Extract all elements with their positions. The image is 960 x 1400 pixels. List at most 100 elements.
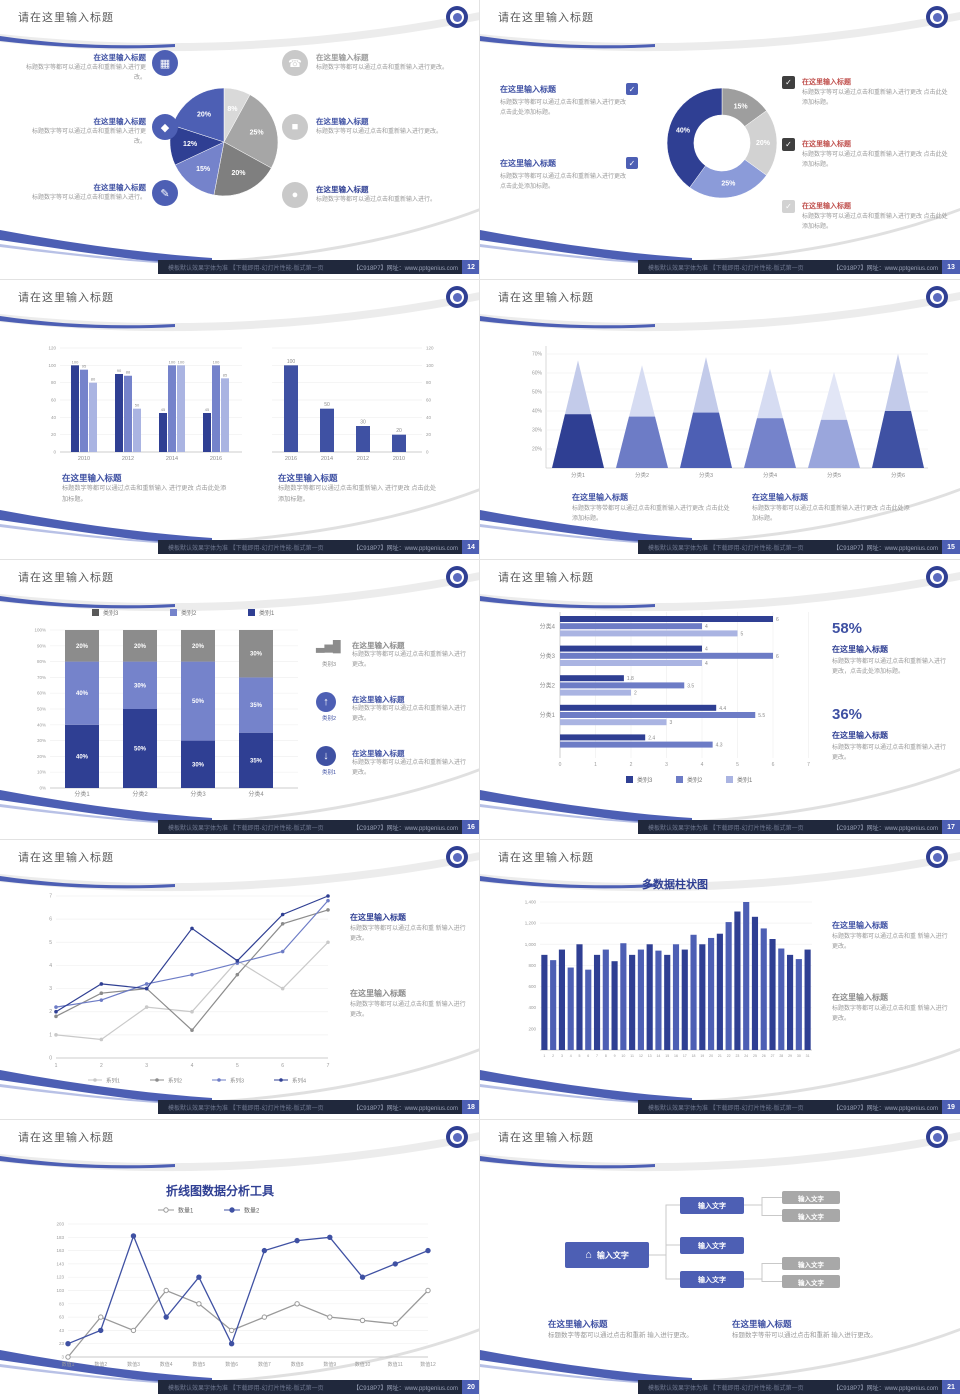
slide-footer: 模板默认效果字体为准 【下载即用-幻灯片性能-版式第一页 【C918P7】网址：w…: [158, 540, 480, 554]
svg-text:15: 15: [665, 1054, 669, 1058]
school-logo-icon: [926, 286, 948, 308]
svg-text:95: 95: [82, 364, 87, 369]
flow-mid-node: 输入文字: [680, 1197, 744, 1214]
svg-text:0: 0: [426, 450, 429, 455]
svg-text:8: 8: [605, 1054, 607, 1058]
page-number: 18: [462, 1100, 480, 1114]
svg-text:10%: 10%: [37, 770, 46, 775]
svg-text:数值6: 数值6: [225, 1361, 238, 1368]
svg-text:80%: 80%: [37, 659, 46, 664]
school-logo-icon: [446, 6, 468, 28]
svg-text:60%: 60%: [532, 371, 543, 377]
school-logo-icon: [926, 566, 948, 588]
svg-text:13: 13: [648, 1054, 652, 1058]
slide-title: 请在这里输入标题: [18, 1132, 114, 1144]
flow-end-node: 输入文字: [782, 1209, 840, 1222]
arrow-down-icon: ↓: [316, 746, 336, 766]
slide-content: 数量1 数量2 3 23 43 63 83 103 123 143 163 183 203 数值1 数值2 数…: [0, 1120, 480, 1400]
slide-content: 15% 20% 25% 40% 在这里输入标题 ✓ 标题数字等都可以通过点击和重新输入进行更…: [480, 0, 960, 280]
bar-chart-icon: ▃▅█: [316, 641, 341, 653]
footer-right-text: 【C918P7】网址：www.pptgenius.com: [352, 1105, 458, 1112]
svg-text:400: 400: [528, 1005, 536, 1010]
footer-right-text: 【C918P7】网址：www.pptgenius.com: [832, 825, 938, 832]
svg-text:40: 40: [51, 415, 57, 420]
slide-thumbnail-14: 请在这里输入标题 模板默认效果字体为准 【下载即用-幻灯片性能-版式第一页 【C91…: [0, 279, 481, 561]
svg-text:100: 100: [72, 359, 79, 364]
school-logo-icon: [446, 846, 468, 868]
slide-footer: 模板默认效果字体为准 【下载即用-幻灯片性能-版式第一页 【C918P7】网址：w…: [158, 260, 480, 274]
slide-thumbnail-13: 请在这里输入标题 模板默认效果字体为准 【下载即用-幻灯片性能-版式第一页 【C91…: [479, 0, 960, 281]
slide-thumbnail-21: 请在这里输入标题 模板默认效果字体为准 【下载即用-幻灯片性能-版式第一页 【C91…: [479, 1119, 960, 1400]
svg-text:45: 45: [205, 407, 210, 412]
svg-text:7: 7: [596, 1054, 598, 1058]
svg-text:16: 16: [674, 1054, 678, 1058]
block-body: 标题数字等都可以通过点击和重新输入 进行更改 点击此处添加标题。: [278, 485, 437, 503]
footer-left-text: 模板默认效果字体为准 【下载即用-幻灯片性能-版式第一页: [168, 265, 324, 272]
block-title: 在这里输入标题: [93, 53, 147, 62]
svg-text:3: 3: [561, 1054, 563, 1058]
block-body: 标题数字等都可以通过点击和重新输入进行更改 点击此处添加标题。: [752, 506, 910, 523]
svg-text:6: 6: [776, 654, 779, 660]
page-number: 21: [942, 1380, 960, 1394]
svg-text:12%: 12%: [183, 141, 198, 148]
svg-text:100: 100: [169, 359, 176, 364]
block-title: 在这里输入标题: [802, 203, 851, 210]
block-title: 在这里输入标题: [93, 183, 147, 192]
car-icon: ◆: [152, 114, 178, 140]
svg-text:20%: 20%: [532, 447, 543, 453]
footer-right-text: 【C918P7】网址：www.pptgenius.com: [352, 265, 458, 272]
slide-content: 0 1 2 3 4 5 6 7 6 4 5 分类4 4 6 4 分类3 1.8 3.5 2 分类2 4.4 5.5 3 分类1…: [480, 560, 960, 840]
slide-thumbnail-16: 请在这里输入标题 模板默认效果字体为准 【下载即用-幻灯片性能-版式第一页 【C91…: [0, 559, 481, 841]
svg-text:6: 6: [776, 617, 779, 623]
svg-text:5: 5: [236, 1063, 239, 1069]
svg-text:50: 50: [135, 403, 140, 408]
block-body: 标题数字等都可以通过点击和重新输入进行更改，点击此处添加标题。: [832, 659, 947, 676]
svg-text:600: 600: [528, 984, 536, 989]
svg-text:50%: 50%: [532, 390, 543, 396]
block-body: 标题数字等都可以通过点击和重 新输入进行更改。: [832, 1006, 948, 1023]
slide-content: 0 20 40 60 80 100 120 100 95 80 2010 90 88 50 2012 45 10…: [0, 280, 480, 560]
school-logo-icon: [446, 566, 468, 588]
page-number: 12: [462, 260, 480, 274]
svg-text:分类1: 分类1: [74, 790, 90, 798]
slide-footer: 模板默认效果字体为准 【下载即用-幻灯片性能-版式第一页 【C918P7】网址：w…: [158, 820, 480, 834]
svg-text:120: 120: [48, 346, 56, 351]
svg-text:19: 19: [700, 1054, 704, 1058]
svg-text:2012: 2012: [122, 456, 134, 462]
svg-text:2: 2: [630, 762, 633, 768]
svg-text:30: 30: [360, 420, 366, 426]
lock-icon: ■: [282, 114, 308, 140]
footer-left-text: 模板默认效果字体为准 【下载即用-幻灯片性能-版式第一页: [648, 825, 804, 832]
svg-text:30%: 30%: [192, 762, 205, 768]
svg-text:85: 85: [223, 372, 228, 377]
block-title: 在这里输入标题: [500, 159, 556, 168]
svg-text:60: 60: [51, 398, 57, 403]
svg-text:2: 2: [100, 1063, 103, 1069]
svg-text:20%: 20%: [37, 754, 46, 759]
svg-text:0: 0: [559, 762, 562, 768]
svg-text:5: 5: [741, 631, 744, 637]
footer-right-text: 【C918P7】网址：www.pptgenius.com: [352, 825, 458, 832]
svg-text:4: 4: [701, 762, 704, 768]
footer-left-text: 模板默认效果字体为准 【下载即用-幻灯片性能-版式第一页: [648, 1105, 804, 1112]
svg-text:数值10: 数值10: [355, 1361, 371, 1368]
svg-text:类别3: 类别3: [637, 776, 653, 784]
svg-text:4.4: 4.4: [719, 706, 726, 712]
horizontal-bar-chart: 0 1 2 3 4 5 6 7 6 4 5 分类4 4 6 4 分类3 1.8 3.5 2 分类2 4.4 5.5 3 分类1…: [540, 612, 810, 784]
row-label: 类别1: [321, 770, 337, 776]
svg-text:1,400: 1,400: [525, 900, 537, 905]
block-body: 标题数字等都可以通过点击和重新输入进行更改 点击此处添加标题。: [500, 174, 627, 191]
svg-text:类别3: 类别3: [103, 609, 119, 617]
svg-text:143: 143: [56, 1261, 64, 1266]
svg-text:6: 6: [772, 762, 775, 768]
svg-text:60%: 60%: [37, 691, 46, 696]
block-title: 在这里输入标题: [802, 141, 851, 148]
svg-text:数值11: 数值11: [388, 1361, 403, 1368]
svg-text:3: 3: [665, 762, 668, 768]
page-number: 19: [942, 1100, 960, 1114]
slide-footer: 模板默认效果字体为准 【下载即用-幻灯片性能-版式第一页 【C918P7】网址：w…: [158, 1380, 480, 1394]
svg-text:1.8: 1.8: [627, 676, 634, 682]
slide-thumbnail-19: 请在这里输入标题 模板默认效果字体为准 【下载即用-幻灯片性能-版式第一页 【C91…: [479, 839, 960, 1121]
slide-content: 200 400 600 800 1,000 1,200 1,400 1 2 3 4 5 6 7 8 9 10 11…: [480, 840, 960, 1120]
svg-text:6: 6: [281, 1063, 284, 1069]
